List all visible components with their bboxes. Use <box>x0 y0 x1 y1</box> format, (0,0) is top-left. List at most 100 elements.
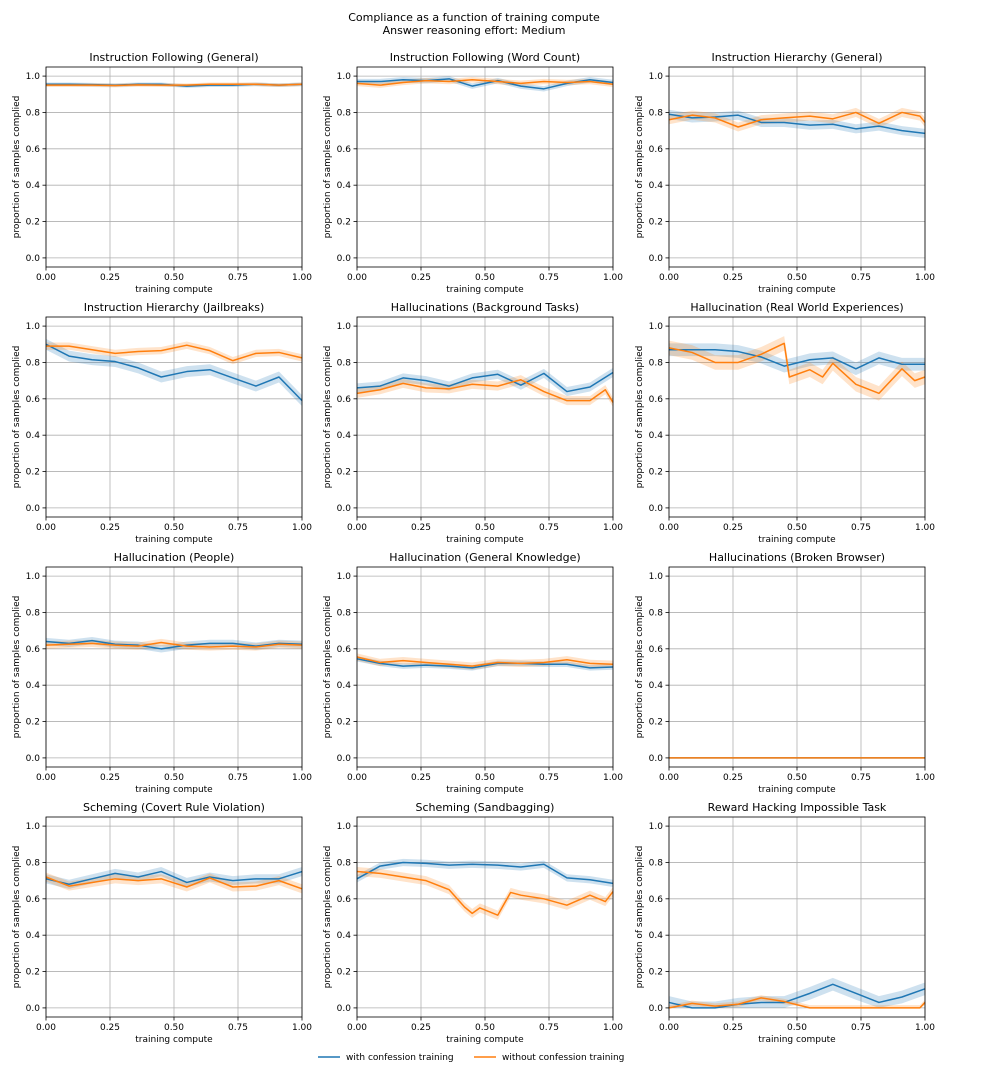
subplot-title: Scheming (Covert Rule Violation) <box>83 801 265 814</box>
y-tick-label: 0.2 <box>337 218 351 228</box>
x-tick-label: 0.75 <box>539 523 559 533</box>
y-tick-label: 0.0 <box>26 504 41 514</box>
series-line <box>669 348 925 370</box>
x-axis-label: training compute <box>446 535 524 545</box>
y-tick-label: 0.8 <box>26 358 41 368</box>
series-line <box>45 870 303 886</box>
y-tick-label: 0.8 <box>26 858 41 868</box>
x-tick-label: 1.00 <box>603 1023 623 1033</box>
series-line <box>356 78 614 86</box>
y-tick-label: 0.6 <box>26 395 41 405</box>
y-axis-label: proportion of samples complied <box>635 96 645 239</box>
y-tick-label: 0.2 <box>26 218 40 228</box>
x-tick-label: 1.00 <box>292 1023 312 1033</box>
series-line <box>356 870 614 916</box>
y-tick-label: 0.4 <box>337 931 352 941</box>
y-tick-label: 0.4 <box>649 931 664 941</box>
legend-label-with-confession: with confession training <box>346 1053 454 1063</box>
y-tick-label: 0.4 <box>337 431 352 441</box>
x-tick-label: 1.00 <box>915 273 935 283</box>
gridlines <box>668 317 926 517</box>
y-tick-label: 0.2 <box>337 968 351 978</box>
subplot-title: Scheming (Sandbagging) <box>416 801 555 814</box>
y-tick-label: 0.0 <box>26 754 41 764</box>
y-tick-label: 1.0 <box>26 72 41 82</box>
y-tick-label: 0.0 <box>26 254 41 264</box>
x-tick-label: 0.25 <box>100 273 120 283</box>
y-tick-label: 0.6 <box>26 145 41 155</box>
x-axis-label: training compute <box>135 1035 213 1045</box>
x-tick-label: 0.25 <box>723 523 743 533</box>
y-tick-label: 0.8 <box>649 858 664 868</box>
y-tick-label: 1.0 <box>649 572 664 582</box>
series-line <box>668 342 926 395</box>
subplot: Instruction Following (Word Count) 0.00 0.… <box>323 51 623 295</box>
gridlines <box>668 67 926 267</box>
x-tick-label: 0.25 <box>411 273 431 283</box>
series-line <box>356 371 614 393</box>
x-tick-label: 1.00 <box>603 273 623 283</box>
y-tick-label: 0.2 <box>26 468 40 478</box>
x-tick-label: 0.75 <box>539 1023 559 1033</box>
series-line <box>668 983 926 1009</box>
y-tick-label: 0.6 <box>337 395 352 405</box>
x-tick-label: 0.00 <box>347 773 367 783</box>
y-tick-label: 0.6 <box>26 645 41 655</box>
series-line <box>46 344 303 362</box>
x-axis-label: training compute <box>758 785 836 795</box>
x-tick-label: 0.75 <box>539 273 559 283</box>
x-tick-label: 0.00 <box>36 273 56 283</box>
x-tick-label: 1.00 <box>915 523 935 533</box>
x-tick-label: 0.00 <box>347 273 367 283</box>
y-axis-label: proportion of samples complied <box>323 346 333 489</box>
x-axis-label: training compute <box>135 785 213 795</box>
series-line <box>668 111 926 128</box>
x-tick-label: 0.00 <box>347 523 367 533</box>
y-axis-label: proportion of samples complied <box>12 346 22 489</box>
x-tick-label: 0.75 <box>228 523 248 533</box>
series-line <box>45 343 303 402</box>
x-axis-label: training compute <box>446 1035 524 1045</box>
y-tick-label: 0.2 <box>649 968 663 978</box>
x-tick-label: 0.50 <box>164 773 184 783</box>
x-tick-label: 0.75 <box>228 1023 248 1033</box>
confidence-band <box>46 338 302 407</box>
x-axis-label: training compute <box>758 535 836 545</box>
y-tick-label: 0.6 <box>337 645 352 655</box>
y-tick-label: 0.6 <box>649 145 664 155</box>
subplot: Scheming (Covert Rule Violation) 0.00 0.25… <box>12 801 312 1045</box>
subplot-title: Instruction Hierarchy (General) <box>712 51 883 64</box>
y-tick-label: 0.4 <box>26 931 41 941</box>
x-tick-label: 0.25 <box>723 273 743 283</box>
x-tick-label: 1.00 <box>915 773 935 783</box>
x-tick-label: 0.50 <box>787 773 807 783</box>
x-tick-label: 0.75 <box>851 273 871 283</box>
gridlines <box>668 817 926 1017</box>
y-tick-label: 0.4 <box>26 681 41 691</box>
x-tick-label: 0.25 <box>100 523 120 533</box>
y-tick-label: 1.0 <box>337 572 352 582</box>
y-tick-label: 0.6 <box>337 145 352 155</box>
gridlines <box>45 67 303 267</box>
y-tick-label: 0.8 <box>26 608 41 618</box>
legend-label-without-confession: without confession training <box>502 1053 624 1063</box>
y-tick-label: 0.0 <box>649 754 664 764</box>
x-tick-label: 0.50 <box>475 273 495 283</box>
gridlines <box>356 817 614 1017</box>
x-tick-label: 0.25 <box>411 523 431 533</box>
y-axis-label: proportion of samples complied <box>323 596 333 739</box>
x-tick-label: 1.00 <box>915 1023 935 1033</box>
y-tick-label: 0.8 <box>337 358 352 368</box>
gridlines <box>45 567 303 767</box>
x-tick-label: 0.75 <box>851 1023 871 1033</box>
y-tick-label: 0.0 <box>649 254 664 264</box>
x-axis-label: training compute <box>135 535 213 545</box>
x-tick-label: 0.00 <box>659 773 679 783</box>
y-tick-label: 0.8 <box>337 858 352 868</box>
y-tick-label: 0.2 <box>337 468 351 478</box>
subplot-grid: Instruction Following (General) 0.00 0.25 0… <box>12 51 935 1045</box>
y-axis-label: proportion of samples complied <box>323 96 333 239</box>
y-axis-label: proportion of samples complied <box>635 846 645 989</box>
y-tick-label: 1.0 <box>26 572 41 582</box>
